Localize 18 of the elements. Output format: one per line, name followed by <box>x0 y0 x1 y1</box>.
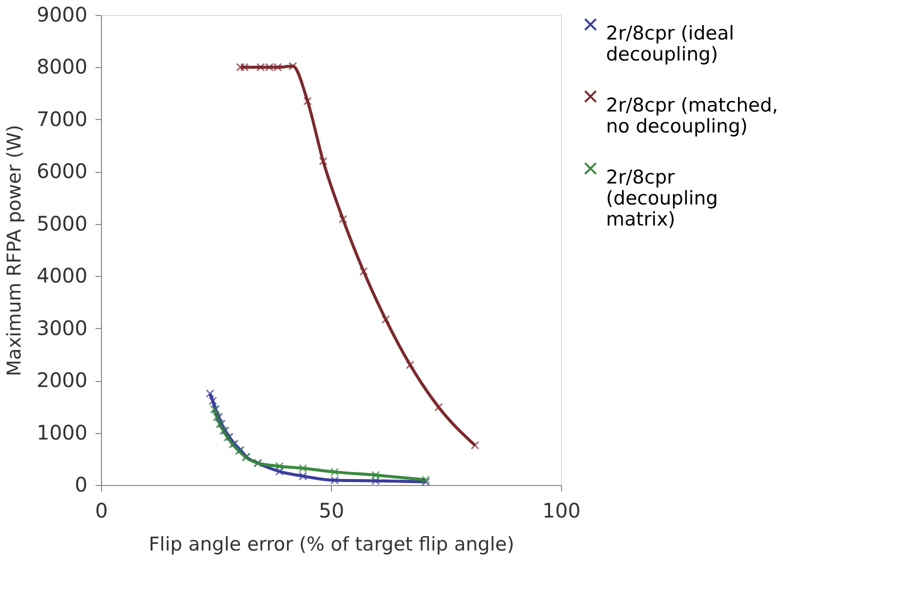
y-axis-title: Maximum RFPA power (W) <box>4 124 26 376</box>
y-tick-label: 3000 <box>36 316 88 340</box>
x-tick-label: 50 <box>318 498 344 522</box>
y-tick-label: 6000 <box>36 159 88 184</box>
legend-label: 2r/8cpr (decoupling matrix) <box>606 166 718 230</box>
y-tick-label: 4000 <box>36 264 88 288</box>
y-tick-label: 7000 <box>36 106 88 131</box>
legend-label: 2r/8cpr (matched, no decoupling) <box>606 94 778 138</box>
x-tick-label: 0 <box>95 498 108 522</box>
y-tick-label: 9000 <box>36 2 88 26</box>
y-tick-label: 8000 <box>36 54 88 79</box>
y-tick-label: 0 <box>74 472 88 496</box>
x-axis-title: Flip angle error (% of target flip angle) <box>148 534 514 556</box>
y-tick-label: 1000 <box>36 420 88 444</box>
legend-label: 2r/8cpr (ideal decoupling) <box>606 22 734 66</box>
y-tick-label: 5000 <box>36 211 88 236</box>
x-tick-label: 100 <box>542 498 581 522</box>
y-tick-label: 2000 <box>36 368 88 392</box>
